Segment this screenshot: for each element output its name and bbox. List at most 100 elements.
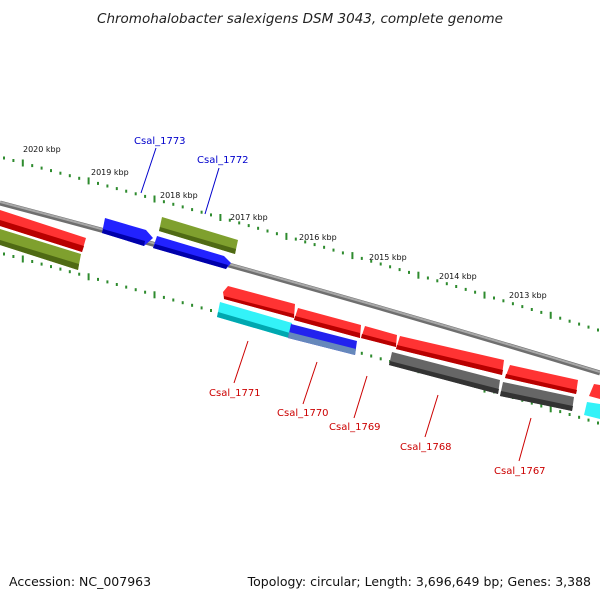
inner-track-minor-tick [172, 298, 175, 302]
outer-track-minor-tick [597, 328, 599, 332]
inner-track-minor-tick [370, 354, 373, 358]
leader-line-csal-1768 [424, 394, 439, 438]
inner-track-minor-tick [200, 306, 203, 310]
gene-features [0, 210, 600, 419]
gene-arrow-red-1[interactable] [223, 286, 295, 318]
leader-line-csal-1770 [302, 361, 318, 405]
inner-track-minor-tick [59, 267, 62, 271]
gene-label-csal-1769[interactable]: Csal_1769 [329, 422, 381, 433]
outer-track-minor-tick [304, 240, 307, 244]
outer-track-minor-tick [341, 251, 344, 255]
inner-track-minor-tick [559, 410, 562, 414]
inner-track-minor-tick [12, 255, 15, 258]
inner-track-major-tick [21, 255, 24, 263]
outer-track-major-tick [549, 311, 552, 319]
inner-track-minor-tick [78, 272, 81, 276]
gene-arrow-csal-1770[interactable] [288, 324, 357, 355]
gene-arrow-csal-1767[interactable] [500, 382, 574, 411]
inner-track-minor-tick [106, 280, 109, 284]
outer-track-minor-tick [379, 262, 382, 266]
outer-track-minor-tick [12, 159, 15, 162]
leader-line-csal-1771 [233, 340, 249, 384]
outer-track-major-tick [87, 177, 90, 185]
outer-track-minor-tick [426, 276, 429, 280]
outer-track-minor-tick [59, 171, 62, 175]
accession-label: Accession: NC_007963 [9, 574, 151, 589]
outer-track-minor-tick [474, 290, 477, 294]
gene-label-csal-1771[interactable]: Csal_1771 [209, 388, 261, 399]
outer-track-minor-tick [125, 189, 128, 193]
outer-track-minor-tick [587, 325, 590, 329]
outer-track-minor-tick [408, 270, 410, 274]
gene-label-csal-1772[interactable]: Csal_1772 [197, 155, 249, 166]
outer-track-minor-tick [568, 319, 571, 323]
outer-track-minor-tick [266, 229, 269, 233]
gene-arrow-cyan-right[interactable] [584, 402, 600, 419]
outer-track-major-tick [417, 271, 420, 279]
leader-line-csal-1769 [353, 375, 368, 419]
inner-track-major-tick [549, 405, 552, 413]
outer-track-minor-tick [228, 218, 231, 222]
outer-track-minor-tick [50, 169, 52, 173]
inner-track-minor-tick [31, 260, 34, 263]
outer-track-minor-tick [134, 192, 137, 196]
outer-track-major-tick [351, 252, 354, 260]
outer-track-minor-tick [389, 265, 392, 269]
gene-label-csal-1767[interactable]: Csal_1767 [494, 466, 546, 477]
gene-arrow-red-5[interactable] [505, 365, 578, 394]
outer-track-minor-tick [370, 259, 373, 263]
outer-track-major-tick [285, 232, 288, 240]
gene-arrow-red-6[interactable] [589, 384, 600, 399]
outer-track-minor-tick [294, 237, 297, 241]
outer-track-major-tick [219, 214, 222, 221]
outer-track-minor-tick [493, 296, 495, 300]
gene-arrow-olive-left-reverse[interactable] [0, 229, 81, 270]
inner-track-minor-tick [360, 351, 363, 355]
tick-label-2017: 2017 kbp [230, 213, 268, 222]
outer-track-minor-tick [578, 322, 581, 326]
outer-track-minor-tick [275, 232, 278, 236]
map-title: Chromohalobacter salexigens DSM 3043, co… [97, 11, 503, 27]
outer-track-minor-tick [106, 184, 109, 188]
inner-track-minor-tick [587, 418, 590, 422]
inner-track-minor-tick [597, 421, 599, 425]
outer-track-major-tick [483, 291, 486, 299]
outer-track-minor-tick [172, 202, 175, 206]
upper-gene-labels: Csal_1773 Csal_1772 [134, 136, 249, 215]
tick-label-2018: 2018 kbp [160, 191, 198, 200]
outer-track-minor-tick [97, 181, 99, 185]
inner-track-major-tick [87, 273, 90, 281]
tick-label-2013: 2013 kbp [509, 291, 547, 300]
gene-label-csal-1773[interactable]: Csal_1773 [134, 136, 186, 147]
gene-arrow-csal-1772[interactable] [153, 236, 231, 269]
gene-arrow-red-3[interactable] [361, 326, 397, 347]
outer-track-minor-tick [78, 176, 81, 180]
outer-track-major-tick [153, 195, 156, 203]
outer-track-minor-tick [398, 268, 401, 272]
outer-track-minor-tick [210, 213, 212, 217]
inner-track-major-tick [153, 291, 156, 299]
leader-line-csal-1773 [140, 147, 157, 194]
leader-line-csal-1767 [518, 417, 532, 462]
outer-track-minor-tick [3, 156, 5, 160]
outer-track-minor-tick [455, 285, 458, 288]
gene-label-csal-1770[interactable]: Csal_1770 [277, 408, 329, 419]
inner-track-minor-tick [540, 404, 543, 408]
inner-track-minor-tick [40, 262, 43, 266]
outer-track-minor-tick [323, 245, 326, 249]
inner-track-minor-tick [578, 415, 581, 419]
outer-track-minor-tick [162, 200, 165, 204]
inner-track-minor-tick [115, 283, 118, 286]
tick-labels: 2020 kbp 2019 kbp 2018 kbp 2017 kbp 2016… [23, 145, 547, 300]
gene-arrow-csal-1772-olive[interactable] [159, 217, 238, 254]
gene-arrow-red-left-forward[interactable] [0, 210, 86, 252]
gene-arrow-red-2[interactable] [294, 308, 361, 338]
outer-track-minor-tick [115, 187, 118, 191]
gene-label-csal-1768[interactable]: Csal_1768 [400, 442, 452, 453]
gene-arrow-red-4[interactable] [396, 336, 504, 375]
outer-track-minor-tick [40, 166, 43, 170]
gene-arrow-csal-1768[interactable] [389, 352, 500, 394]
gene-arrow-csal-1771[interactable] [217, 302, 292, 338]
gene-arrow-csal-1773[interactable] [102, 218, 153, 246]
outer-track-minor-tick [464, 287, 467, 291]
